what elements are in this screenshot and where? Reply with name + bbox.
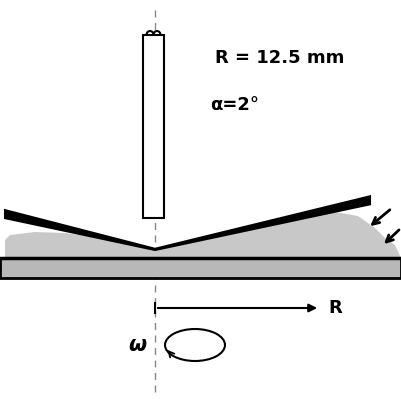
Bar (0, 258, 401, 278)
Polygon shape (5, 196, 370, 250)
Polygon shape (5, 232, 155, 258)
Text: R = 12.5 mm: R = 12.5 mm (215, 49, 344, 67)
Text: ω: ω (128, 335, 146, 355)
Text: R: R (328, 299, 342, 317)
Bar (143, 35, 164, 218)
Polygon shape (155, 212, 401, 258)
Text: α=2°: α=2° (210, 96, 259, 114)
